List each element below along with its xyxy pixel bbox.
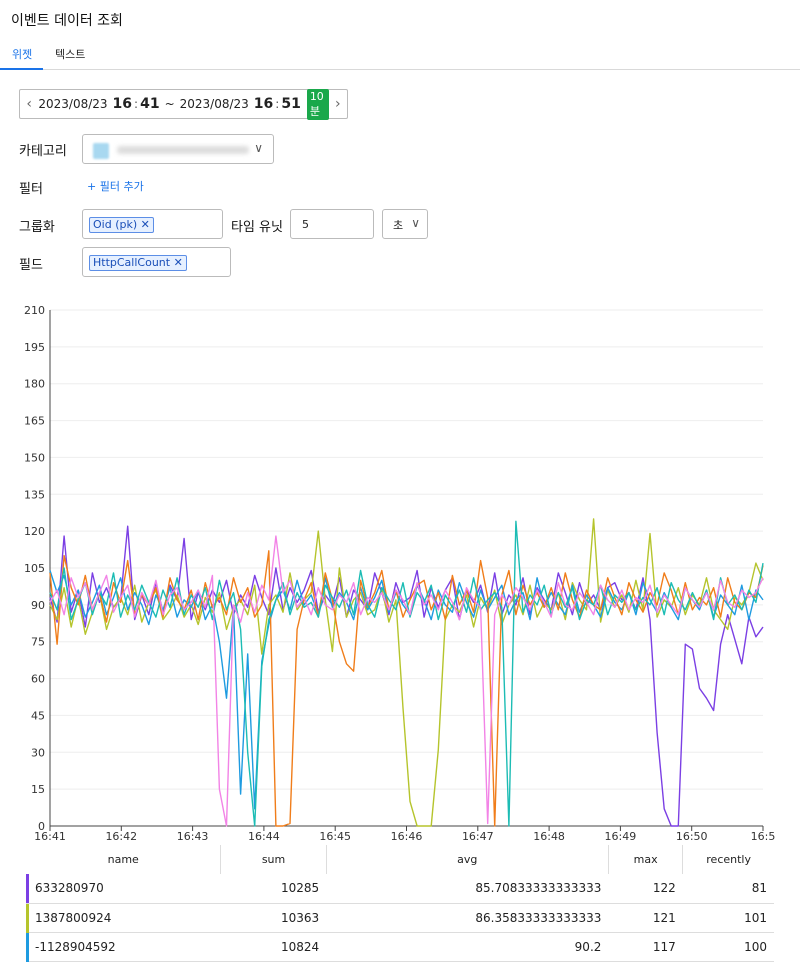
- cell-avg: 86.35833333333333: [326, 903, 609, 933]
- start-hour: 16: [112, 96, 133, 112]
- field-input[interactable]: HttpCallCount ✕: [82, 247, 231, 277]
- y-tick-label: 45: [31, 709, 45, 722]
- chevron-down-icon: ∨: [254, 141, 263, 155]
- cell-recently: 101: [682, 903, 774, 933]
- time-unit-select[interactable]: 초 ∨: [382, 209, 428, 239]
- series-line-2: [49, 518, 764, 827]
- group-chip[interactable]: Oid (pk) ✕: [89, 217, 154, 233]
- series-color-swatch: [26, 903, 29, 933]
- duration-badge[interactable]: 10분: [306, 88, 329, 120]
- x-tick-label: 16:42: [105, 830, 137, 843]
- table-row[interactable]: 633280970 10285 85.70833333333333 122 81: [26, 874, 774, 904]
- field-label: 필드: [19, 258, 43, 273]
- cell-name: 1387800924: [26, 903, 221, 933]
- range-separator: ~: [164, 97, 175, 111]
- series-line-5: [49, 520, 764, 827]
- chevron-left-icon[interactable]: ‹: [26, 96, 32, 112]
- series-line-6: [49, 535, 764, 827]
- cell-max: 117: [608, 932, 683, 962]
- x-tick-label: 16:5: [751, 830, 776, 843]
- column-header-name[interactable]: name: [26, 845, 222, 874]
- x-tick-label: 16:50: [676, 830, 708, 843]
- cell-recently: 100: [682, 932, 774, 962]
- column-header-avg[interactable]: avg: [326, 845, 609, 874]
- tab-text[interactable]: 텍스트: [55, 48, 86, 61]
- table-row[interactable]: 1387800924 10363 86.35833333333333 121 101: [26, 903, 774, 933]
- table-header-row: name sum avg max recently: [26, 845, 774, 874]
- time-unit-label: 타임 유닛: [231, 220, 283, 235]
- series-line-4: [49, 550, 764, 827]
- cell-recently: 81: [682, 874, 774, 904]
- y-tick-label: 0: [38, 820, 45, 833]
- x-tick-label: 16:46: [391, 830, 423, 843]
- category-select[interactable]: ∨: [82, 134, 274, 164]
- x-tick-label: 16:48: [533, 830, 565, 843]
- group-label: 그룹화: [19, 220, 55, 235]
- category-value: [117, 146, 249, 154]
- cell-sum: 10824: [220, 932, 327, 962]
- x-tick-label: 16:43: [177, 830, 209, 843]
- cell-avg: 85.70833333333333: [326, 874, 609, 904]
- y-tick-label: 30: [31, 746, 45, 759]
- y-tick-label: 150: [24, 451, 45, 464]
- x-tick-label: 16:44: [248, 830, 280, 843]
- date-range-picker[interactable]: ‹ 2023/08/23 16:41 ~ 2023/08/23 16:51 10…: [19, 88, 348, 120]
- y-tick-label: 210: [24, 304, 45, 317]
- cell-name: -1128904592: [26, 932, 221, 962]
- column-header-recently[interactable]: recently: [706, 853, 751, 866]
- cell-avg: 90.2: [326, 932, 609, 962]
- x-tick-label: 16:47: [462, 830, 494, 843]
- end-date: 2023/08/23: [179, 97, 249, 111]
- tab-widget[interactable]: 위젯: [0, 46, 43, 70]
- filter-label: 필터: [19, 182, 43, 197]
- summary-table: name sum avg max recently 633280970 10285 85.7…: [26, 845, 774, 962]
- start-minute: 41: [140, 96, 160, 112]
- series-color-swatch: [26, 874, 29, 903]
- add-filter-button[interactable]: + 필터 추가: [87, 180, 144, 193]
- column-header-sum[interactable]: sum: [220, 845, 327, 874]
- page-title: 이벤트 데이터 조회: [11, 13, 123, 29]
- series-line-1: [49, 525, 764, 827]
- y-tick-label: 165: [24, 415, 45, 428]
- cell-sum: 10285: [220, 874, 327, 904]
- y-tick-label: 15: [31, 783, 45, 796]
- chevron-down-icon: ∨: [411, 216, 420, 230]
- start-date: 2023/08/23: [38, 97, 108, 111]
- y-tick-label: 90: [31, 599, 45, 612]
- y-tick-label: 75: [31, 636, 45, 649]
- end-hour: 16: [253, 96, 274, 112]
- close-icon[interactable]: ✕: [173, 256, 183, 269]
- x-tick-label: 16:49: [605, 830, 637, 843]
- y-tick-label: 60: [31, 673, 45, 686]
- cell-max: 122: [608, 874, 683, 904]
- chevron-right-icon[interactable]: ›: [335, 96, 341, 112]
- x-tick-label: 16:45: [319, 830, 351, 843]
- tab-bar: 위젯 텍스트: [0, 38, 800, 70]
- y-tick-label: 195: [24, 341, 45, 354]
- cell-name: 633280970: [26, 874, 221, 904]
- category-icon: [93, 143, 109, 159]
- series-color-swatch: [26, 932, 29, 962]
- cell-max: 121: [608, 903, 683, 933]
- cell-sum: 10363: [220, 903, 327, 933]
- column-header-max[interactable]: max: [608, 845, 684, 874]
- close-icon[interactable]: ✕: [140, 218, 150, 231]
- line-chart: 0 15 30 45 60 75 90 105 120 135 150 165 180 195 210 16:…: [24, 304, 776, 843]
- field-chip[interactable]: HttpCallCount ✕: [89, 255, 187, 271]
- y-tick-label: 120: [24, 525, 45, 538]
- time-unit-input[interactable]: 5: [290, 209, 374, 239]
- table-body: 633280970 10285 85.70833333333333 122 81 1387…: [26, 874, 774, 962]
- end-minute: 51: [281, 96, 301, 112]
- y-tick-label: 135: [24, 488, 45, 501]
- time-unit-value: 초: [393, 219, 404, 232]
- y-tick-label: 180: [24, 378, 45, 391]
- category-label: 카테고리: [19, 144, 67, 159]
- x-tick-label: 16:41: [34, 830, 66, 843]
- table-row[interactable]: -1128904592 10824 90.2 117 100: [26, 932, 774, 962]
- group-input[interactable]: Oid (pk) ✕: [82, 209, 223, 239]
- y-tick-label: 105: [24, 562, 45, 575]
